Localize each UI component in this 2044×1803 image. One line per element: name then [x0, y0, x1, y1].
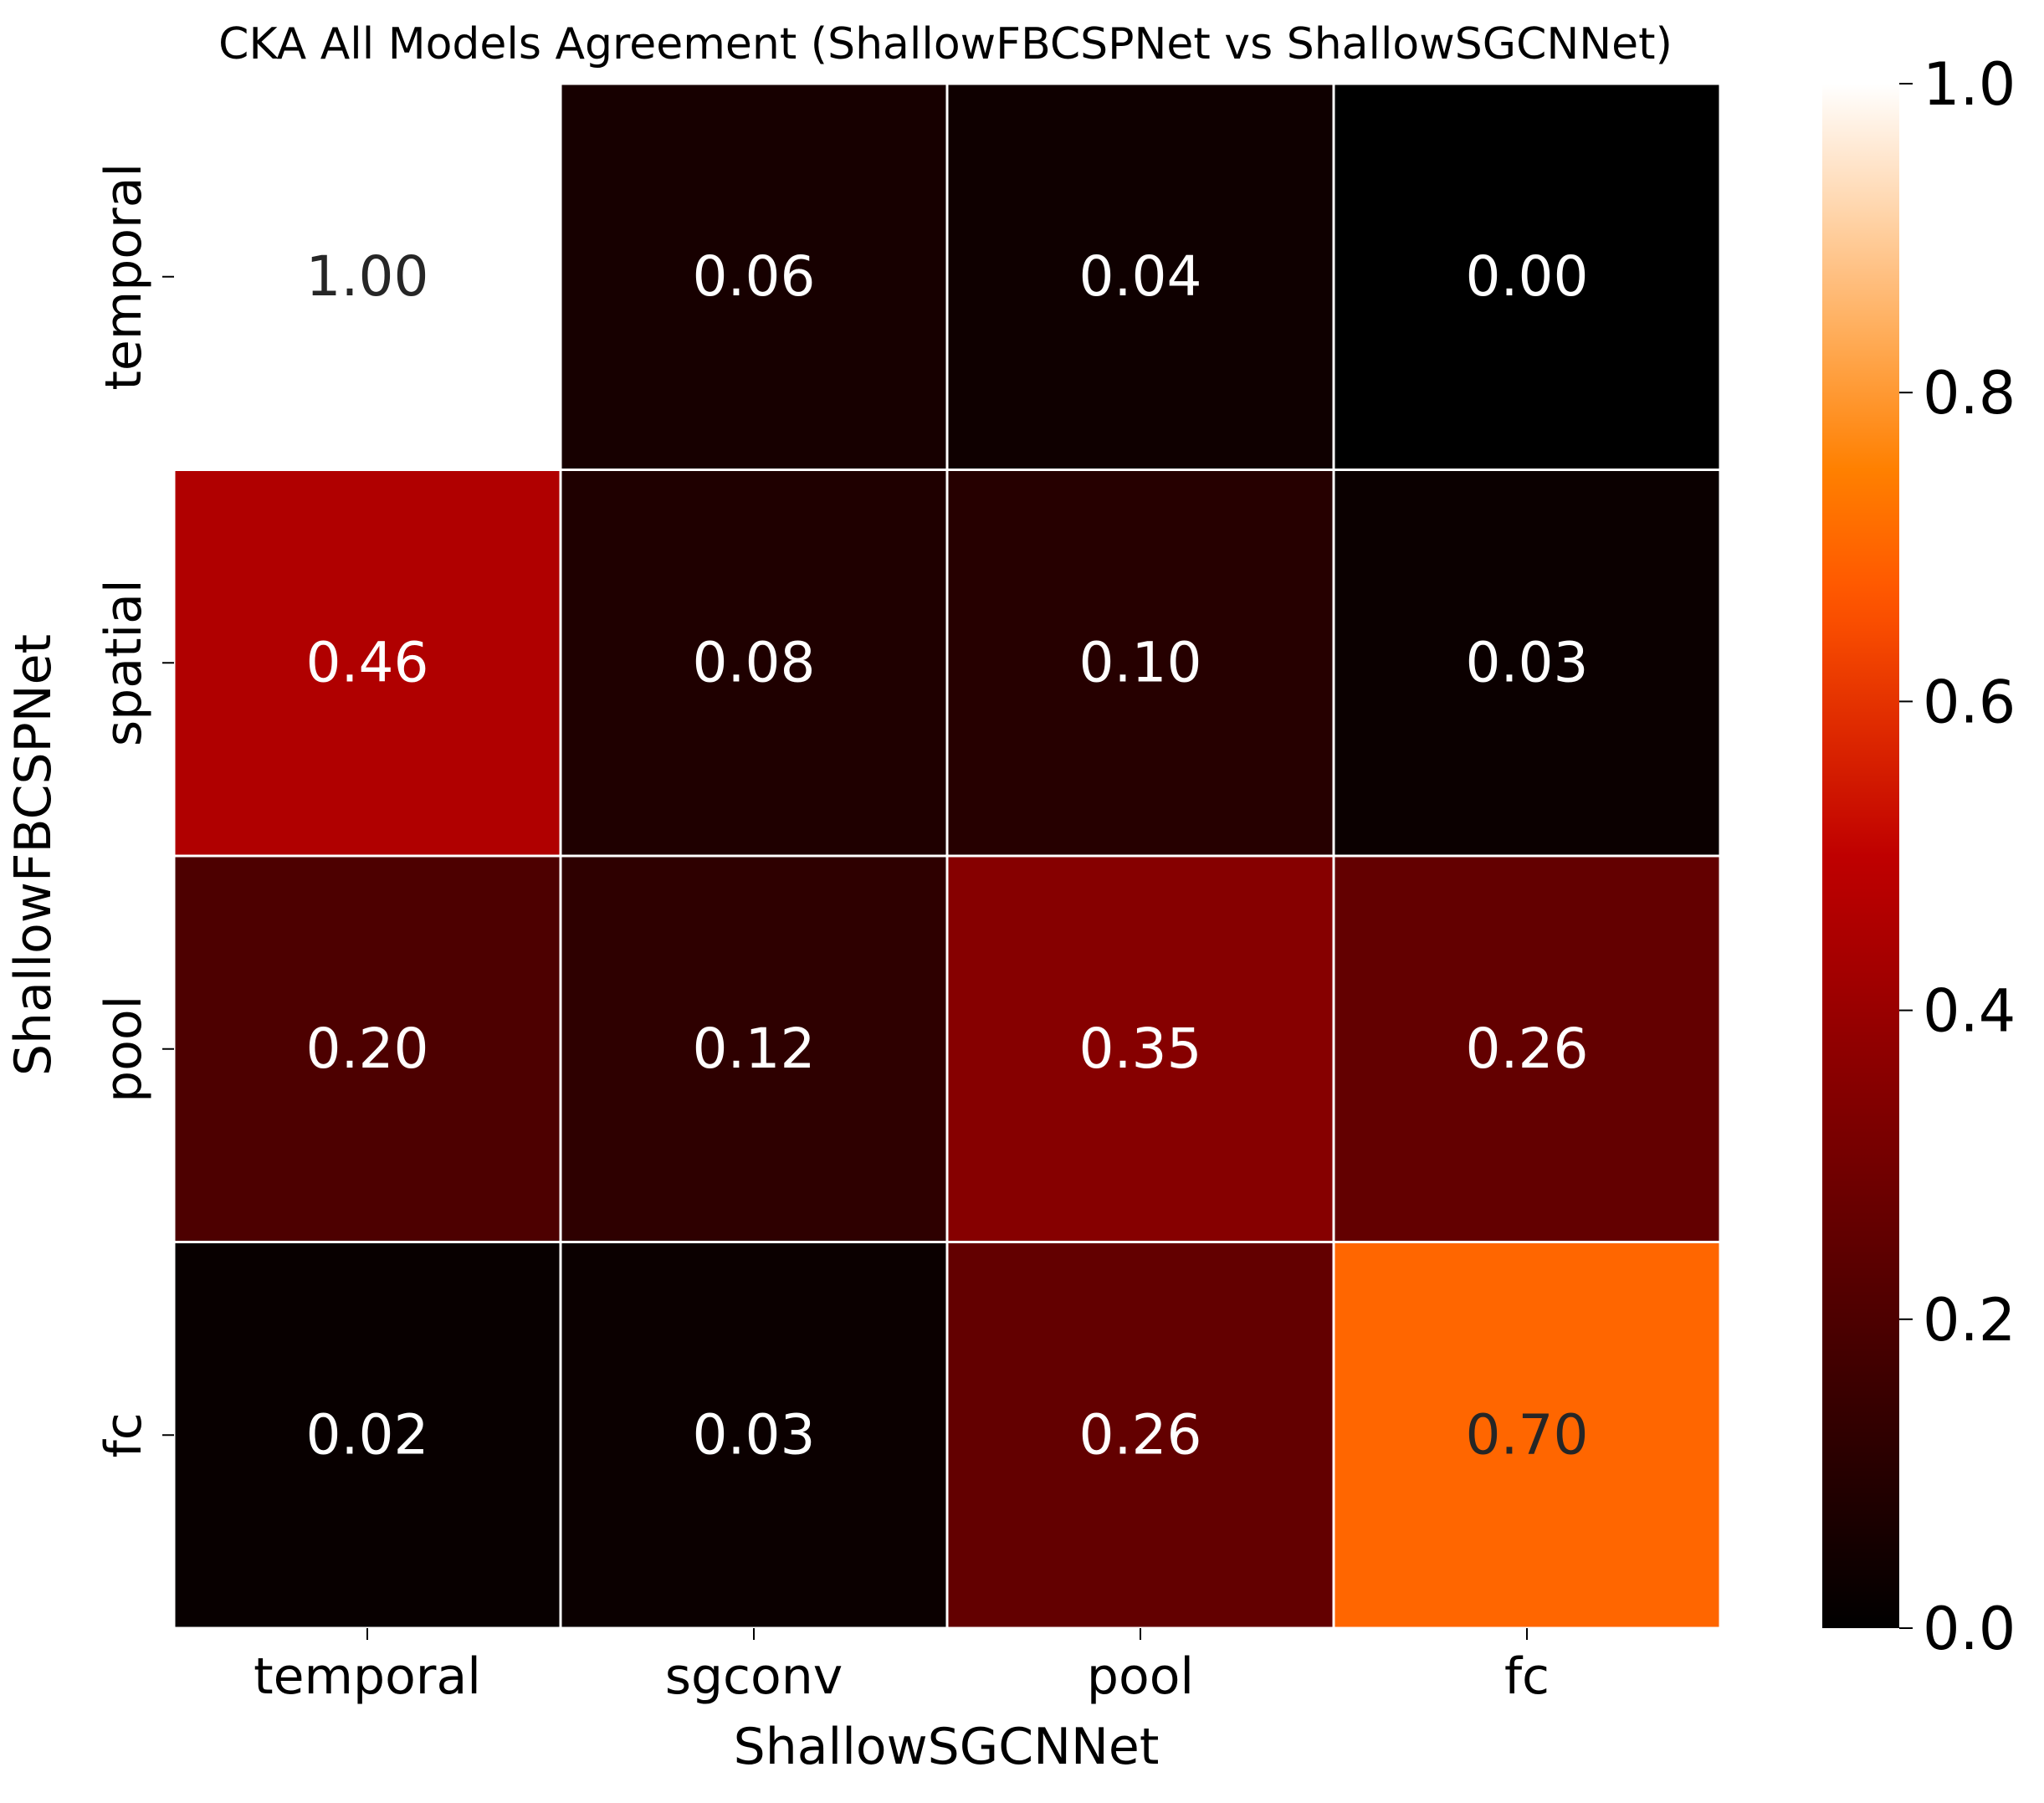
- heatmap-cell-value: 1.00: [306, 244, 429, 309]
- colorbar-tick-label: 1.0: [1923, 50, 2016, 119]
- colorbar-tick-label: 0.6: [1923, 668, 2016, 736]
- heatmap-cell: [559, 82, 949, 471]
- heatmap-cell-value: 0.20: [306, 1017, 429, 1081]
- heatmap-cells: [172, 82, 1722, 1630]
- heatmap-cell-value: 0.00: [1466, 244, 1589, 309]
- heatmap-cell: [559, 1241, 949, 1630]
- colorbar-ticks: 0.0 0.2 0.4 0.6 0.8 1.0: [1899, 50, 2016, 1663]
- x-axis: temporal sgconv pool fc: [254, 1628, 1550, 1706]
- heatmap-cell-value: 0.26: [1466, 1017, 1589, 1081]
- colorbar-tick-label: 0.4: [1923, 977, 2016, 1046]
- heatmap-cell: [945, 82, 1335, 471]
- heatmap-cell: [1332, 82, 1722, 471]
- heatmap-cell-value: 0.46: [306, 630, 429, 694]
- heatmap-cell: [172, 82, 562, 471]
- y-tick-label: pool: [95, 996, 153, 1103]
- colorbar-tick-label: 0.8: [1923, 359, 2016, 428]
- y-axis-label: ShallowFBCSPNet: [4, 634, 63, 1076]
- y-tick-label: temporal: [95, 163, 153, 391]
- heatmap-cell-value: 0.26: [1079, 1402, 1202, 1467]
- heatmap-cell-value: 0.06: [693, 244, 816, 309]
- colorbar-gradient: [1822, 84, 1899, 1628]
- heatmap-cell-value: 0.02: [306, 1402, 429, 1467]
- heatmap-cell: [1332, 854, 1722, 1243]
- y-axis: temporal spatial pool fc: [95, 163, 174, 1457]
- heatmap-cell: [559, 854, 949, 1243]
- heatmap-cell-labels: 1.00 0.06 0.04 0.00 0.46 0.08 0.10 0.03 0.20 0.12…: [306, 244, 1589, 1467]
- heatmap-cell-value: 0.03: [693, 1402, 816, 1467]
- heatmap-cell-value: 0.03: [1466, 630, 1589, 694]
- heatmap-cell: [945, 1241, 1335, 1630]
- chart-title: CKA All Models Agreement (ShallowFBCSPNe…: [218, 19, 1673, 69]
- heatmap-cell-value: 0.08: [693, 630, 816, 694]
- heatmap-cell-value: 0.35: [1079, 1017, 1202, 1081]
- colorbar-tick-label: 0.0: [1923, 1595, 2016, 1663]
- x-tick-label: temporal: [254, 1647, 481, 1706]
- x-tick-label: pool: [1087, 1647, 1194, 1706]
- heatmap-cell-value: 0.10: [1079, 630, 1202, 694]
- x-axis-label: ShallowSGCNNet: [734, 1718, 1160, 1776]
- colorbar: 0.0 0.2 0.4 0.6 0.8 1.0: [1822, 50, 2016, 1663]
- x-tick-label: sgconv: [665, 1647, 843, 1706]
- heatmap-cell-value: 0.12: [693, 1017, 816, 1081]
- colorbar-tick-label: 0.2: [1923, 1286, 2016, 1355]
- x-tick-label: fc: [1504, 1647, 1550, 1706]
- heatmap-cell: [1332, 469, 1722, 858]
- y-tick-label: spatial: [95, 579, 153, 746]
- y-tick-label: fc: [95, 1412, 153, 1457]
- heatmap-cell: [559, 469, 949, 858]
- heatmap-cell-value: 0.04: [1079, 244, 1202, 309]
- heatmap-cell: [1332, 1241, 1722, 1630]
- heatmap-cell-value: 0.70: [1466, 1402, 1589, 1467]
- heatmap-cell: [945, 469, 1335, 858]
- heatmap-cell: [172, 1241, 562, 1630]
- heatmap-cell: [172, 469, 562, 858]
